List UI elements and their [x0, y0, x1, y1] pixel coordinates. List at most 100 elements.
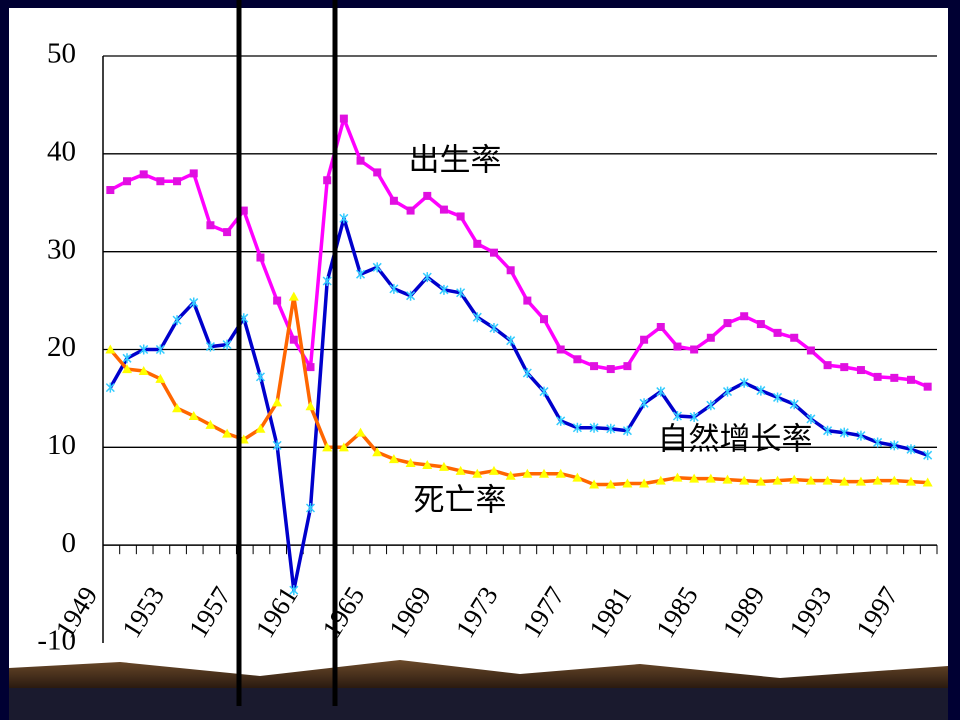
point: [790, 333, 799, 342]
point: [506, 335, 516, 346]
point: [590, 362, 599, 371]
point: [756, 320, 765, 329]
point: [156, 177, 165, 186]
point: [772, 475, 783, 485]
point: [488, 465, 499, 475]
point: [288, 291, 299, 301]
point: [623, 362, 632, 371]
point: [389, 283, 399, 294]
point: [722, 474, 733, 484]
point: [505, 470, 516, 480]
point: [739, 377, 749, 388]
point: [773, 328, 782, 337]
point: [122, 364, 133, 374]
point: [422, 459, 433, 469]
point: [856, 366, 865, 375]
point: [322, 276, 332, 287]
point: [873, 437, 883, 448]
point: [205, 419, 216, 429]
point: [889, 440, 899, 451]
point: [606, 365, 615, 374]
point: [589, 422, 599, 433]
point: [305, 401, 316, 411]
point: [405, 457, 416, 467]
point: [188, 411, 199, 421]
point: [572, 472, 583, 482]
point: [656, 322, 665, 331]
point: [273, 296, 282, 305]
point: [322, 442, 333, 452]
point: [339, 114, 348, 123]
point: [905, 476, 916, 486]
point: [789, 399, 799, 410]
point: [223, 228, 232, 237]
point: [388, 454, 399, 464]
point: [323, 176, 332, 185]
point: [805, 475, 816, 485]
point: [556, 415, 566, 426]
point: [873, 372, 882, 381]
y-tick-label: 0: [62, 527, 77, 559]
point: [822, 475, 833, 485]
y-tick-label: 20: [47, 331, 76, 363]
point: [922, 477, 933, 487]
point: [355, 427, 366, 437]
point: [255, 423, 266, 433]
point: [256, 253, 265, 262]
point: [823, 425, 833, 436]
series-line: [108, 216, 929, 592]
point: [739, 475, 750, 485]
point: [372, 447, 383, 457]
point: [890, 373, 899, 382]
point: [222, 339, 232, 350]
point: [272, 397, 283, 407]
point: [522, 367, 532, 378]
point: [138, 366, 149, 376]
point: [155, 344, 165, 355]
point: [689, 412, 699, 423]
point: [555, 468, 566, 478]
point: [455, 465, 466, 475]
series-label: 死亡率: [414, 483, 507, 519]
point: [356, 156, 365, 165]
point: [206, 221, 215, 230]
point: [640, 335, 649, 344]
point: [105, 382, 115, 393]
point: [605, 479, 616, 489]
landscape: [9, 660, 948, 688]
landscape-base: [9, 688, 948, 720]
point: [372, 262, 382, 273]
point: [672, 472, 683, 482]
y-tick-label: 40: [47, 135, 76, 167]
point: [272, 440, 282, 451]
point: [639, 478, 650, 488]
y-tick-label: 10: [47, 429, 76, 461]
point: [255, 371, 265, 382]
point: [923, 382, 932, 391]
point: [139, 344, 149, 355]
point: [339, 213, 349, 224]
point: [572, 422, 582, 433]
point: [705, 473, 716, 483]
point: [106, 186, 115, 195]
point: [806, 413, 816, 424]
point: [172, 403, 183, 413]
point: [573, 355, 582, 364]
point: [222, 428, 233, 438]
point: [373, 168, 382, 177]
point: [439, 284, 449, 295]
point: [689, 473, 700, 483]
point: [706, 333, 715, 342]
point: [172, 315, 182, 326]
point: [489, 248, 498, 257]
point: [672, 411, 682, 422]
point: [205, 341, 215, 352]
slide-panel: [9, 8, 948, 688]
point: [406, 290, 416, 301]
point: [389, 196, 398, 205]
point: [773, 392, 783, 403]
point: [889, 475, 900, 485]
point: [456, 287, 466, 298]
